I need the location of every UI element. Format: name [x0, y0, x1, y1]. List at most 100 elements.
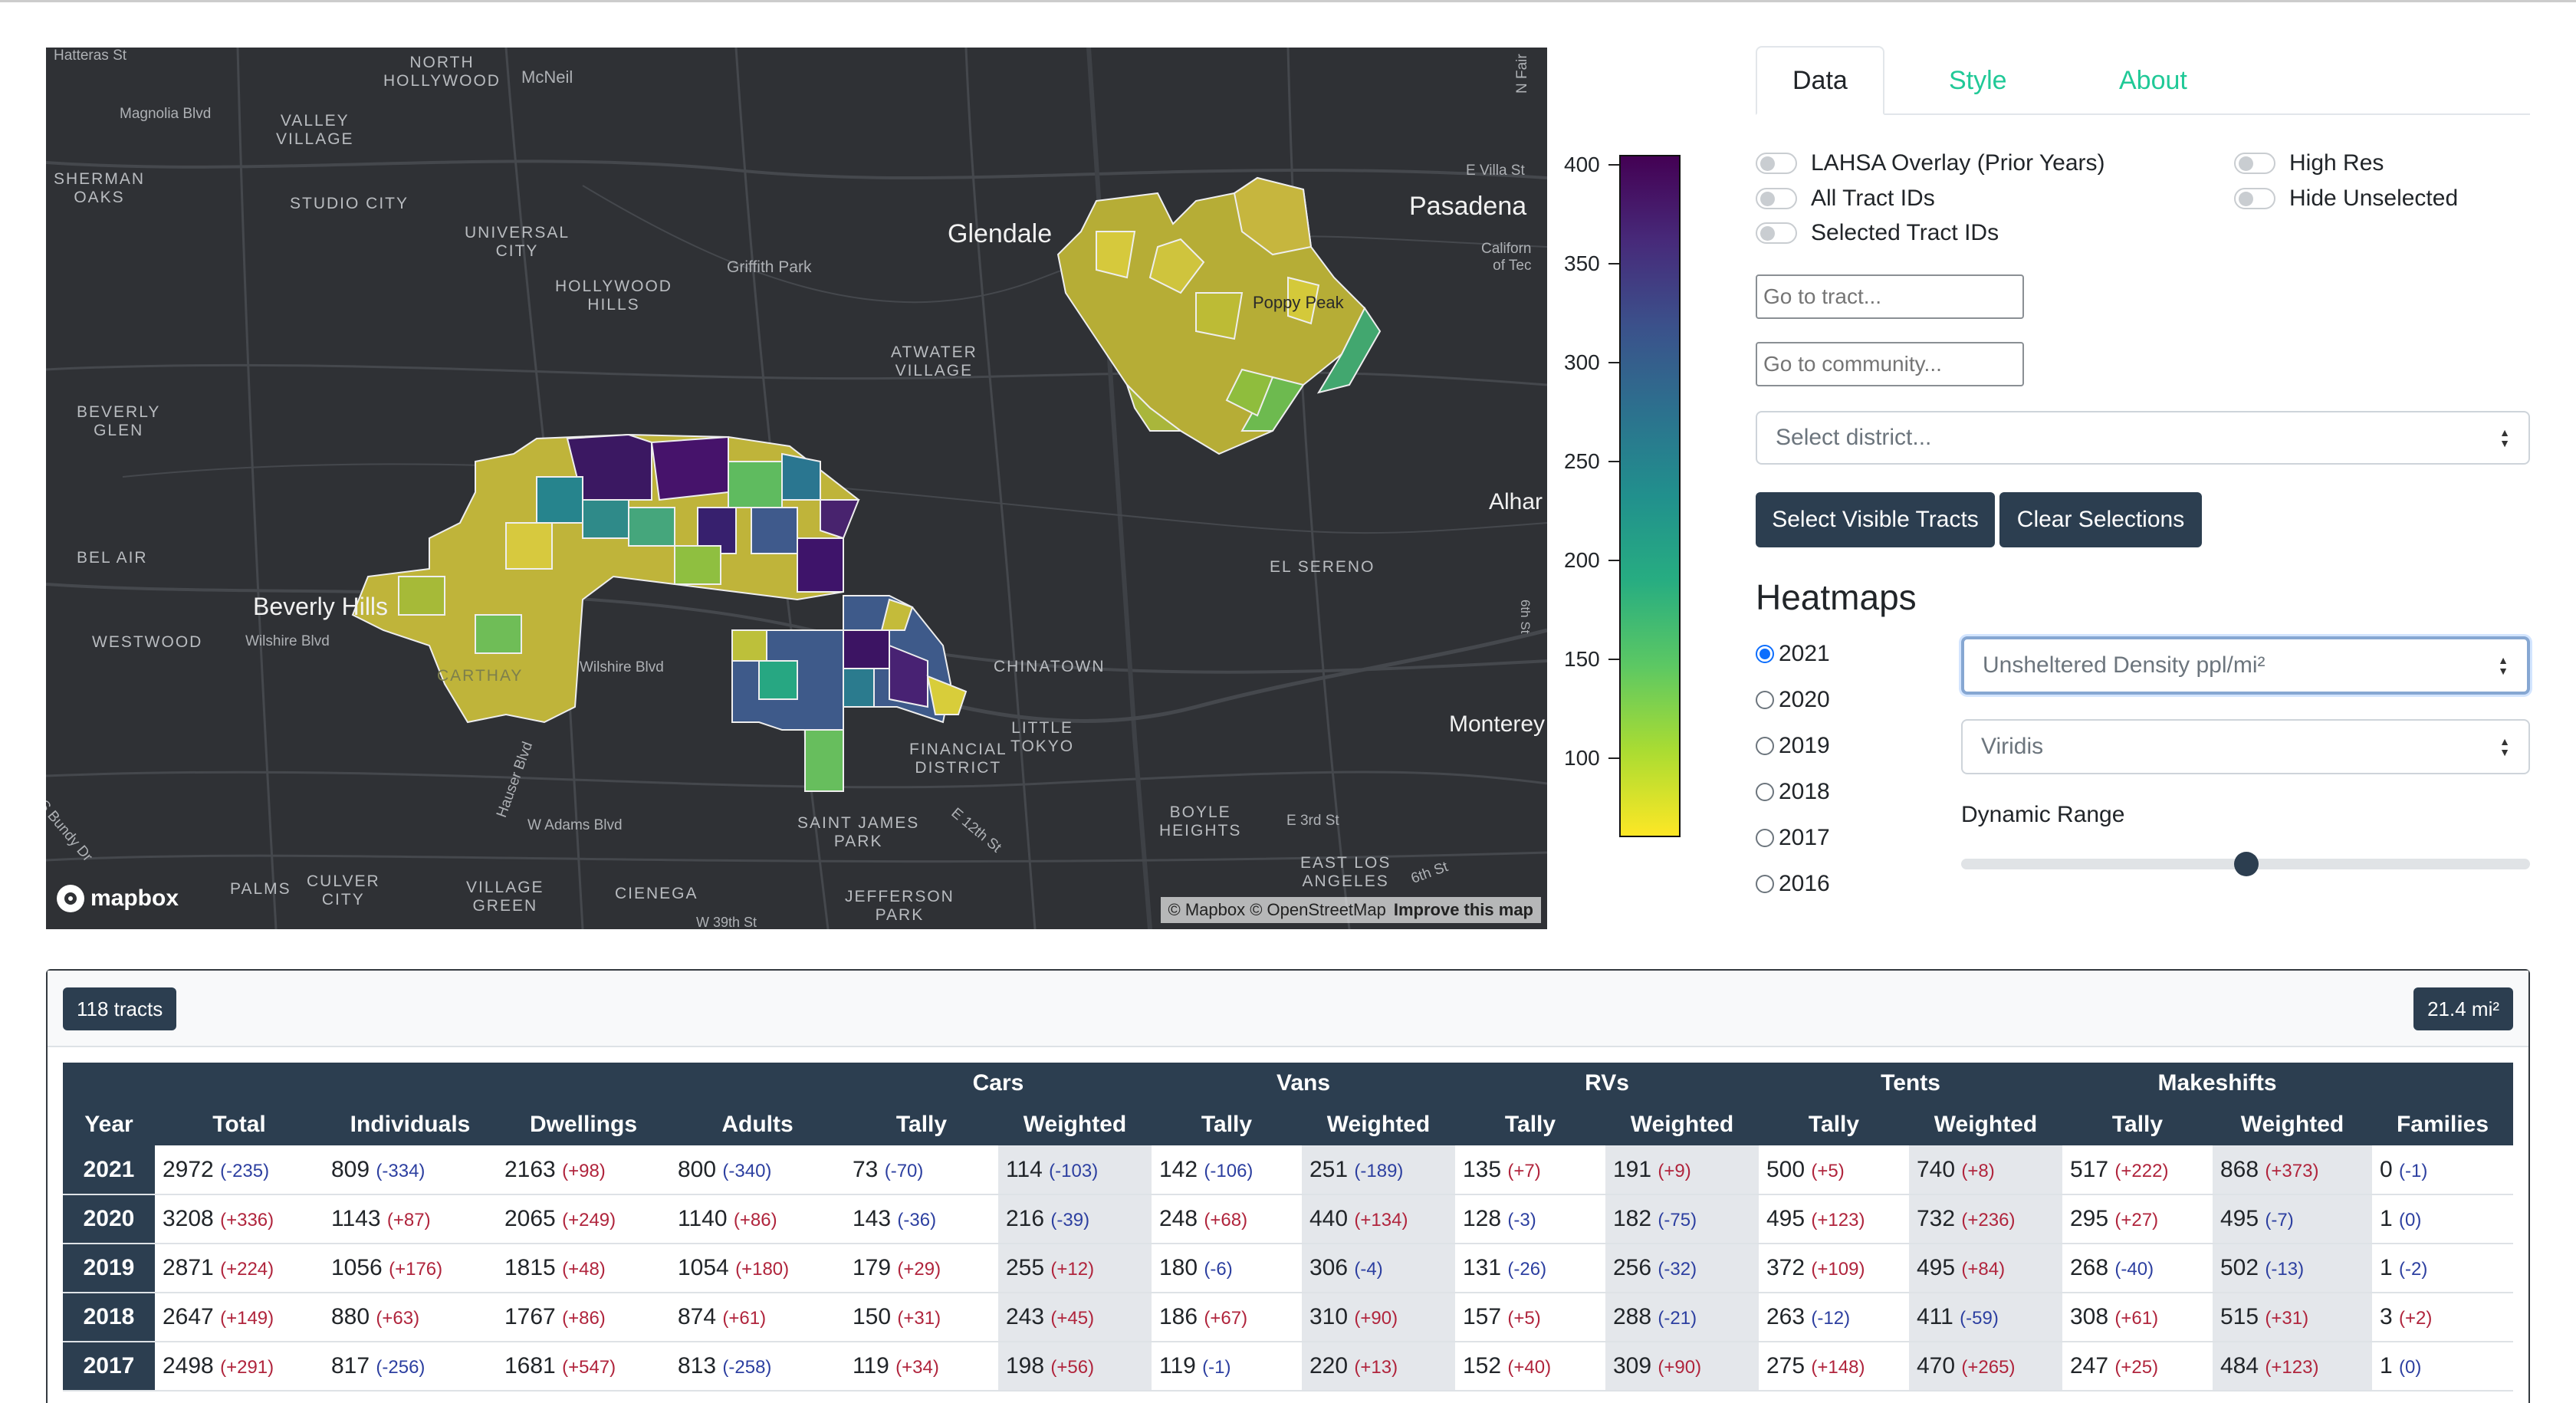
switch[interactable]: [1756, 188, 1797, 209]
column-header[interactable]: Tally: [2062, 1104, 2213, 1145]
cell-delta: (+63): [376, 1308, 420, 1329]
cell-delta: (-39): [1050, 1210, 1090, 1230]
column-header[interactable]: Year: [63, 1104, 155, 1145]
radio-year-2020[interactable]: 2020: [1756, 687, 1830, 713]
column-header[interactable]: Adults: [670, 1104, 845, 1145]
table-cell: 128 (-3): [1455, 1194, 1605, 1244]
cell-value: 157: [1463, 1304, 1502, 1329]
cell-delta: (+12): [1050, 1259, 1095, 1280]
radio-button[interactable]: [1756, 691, 1774, 709]
table-cell: 275 (+148): [1759, 1342, 1909, 1392]
improve-map-link[interactable]: Improve this map: [1393, 900, 1533, 919]
cell-delta: (-59): [1960, 1308, 1999, 1329]
cell-value: 813: [678, 1353, 717, 1378]
cell-delta: (-4): [1354, 1259, 1383, 1280]
label-n-fair: N Fair: [1514, 54, 1530, 94]
table-cell: 868 (+373): [2213, 1145, 2372, 1195]
community-search-input[interactable]: [1756, 342, 2024, 386]
table-cell: 817 (-256): [324, 1342, 497, 1392]
label-monterey: Monterey: [1449, 711, 1546, 737]
radio-year-2019[interactable]: 2019: [1756, 733, 1830, 759]
label-wilshire-w: Wilshire Blvd: [245, 633, 330, 649]
cell-delta: (-189): [1354, 1160, 1404, 1181]
heatmap-metric-select[interactable]: Unsheltered Density ppl/mi² ▲ ▼: [1961, 636, 2530, 695]
column-header[interactable]: Dwellings: [497, 1104, 670, 1145]
column-header[interactable]: Tally: [1152, 1104, 1302, 1145]
table-cell: 1054 (+180): [670, 1244, 845, 1293]
attribution-text[interactable]: © Mapbox © OpenStreetMap: [1168, 900, 1386, 919]
tract-cluster-west[interactable]: [351, 433, 860, 724]
clear-selections-button[interactable]: Clear Selections: [1999, 492, 2202, 547]
tab-about[interactable]: About: [2119, 65, 2187, 95]
table-cell: 1815 (+48): [497, 1244, 670, 1293]
label-universal-city: UNIVERSAL CITY: [465, 224, 570, 260]
radio-year-2016[interactable]: 2016: [1756, 871, 1830, 897]
table-cell: 1140 (+86): [670, 1194, 845, 1244]
column-header[interactable]: Tally: [845, 1104, 998, 1145]
slider-handle[interactable]: [2234, 852, 2259, 876]
cell-value: 2972: [163, 1156, 214, 1182]
palette-select[interactable]: Viridis ▲ ▼: [1961, 719, 2530, 774]
table-cell: 308 (+61): [2062, 1293, 2213, 1342]
table-cell: 263 (-12): [1759, 1293, 1909, 1342]
toggle-hide-unselected[interactable]: Hide Unselected: [2234, 186, 2458, 212]
tract-cluster-north[interactable]: [1056, 176, 1382, 455]
radio-button[interactable]: [1756, 645, 1774, 663]
table-cell: 2871 (+224): [155, 1244, 324, 1293]
radio-year-2017[interactable]: 2017: [1756, 825, 1830, 851]
tract-search-input[interactable]: [1756, 274, 2024, 319]
mapbox-logo[interactable]: mapbox: [57, 885, 179, 912]
cell-value: 1: [2380, 1206, 2393, 1231]
legend-tick: 350: [1564, 253, 1619, 274]
switch[interactable]: [1756, 222, 1797, 244]
cell-delta: (+222): [2114, 1160, 2169, 1181]
table-row: 2021 2972 (-235) 809 (-334) 2163 (+98) 800 (…: [63, 1145, 2513, 1195]
district-select[interactable]: Select district... ▲ ▼: [1756, 411, 2530, 465]
cell-value: 309: [1613, 1353, 1652, 1378]
toggle-selected-tract-ids[interactable]: Selected Tract IDs: [1756, 220, 1999, 246]
group-header-rvs: RVs: [1455, 1063, 1759, 1104]
switch[interactable]: [2234, 153, 2275, 174]
radio-button[interactable]: [1756, 875, 1774, 893]
select-visible-tracts-button[interactable]: Select Visible Tracts: [1756, 492, 1995, 547]
column-header[interactable]: Weighted: [1605, 1104, 1759, 1145]
map-canvas[interactable]: [46, 48, 1547, 929]
radio-year-2021[interactable]: 2021: [1756, 641, 1830, 667]
column-header[interactable]: Weighted: [1302, 1104, 1455, 1145]
tab-data[interactable]: Data: [1756, 46, 1884, 115]
column-header[interactable]: Individuals: [324, 1104, 497, 1145]
column-header[interactable]: Total: [155, 1104, 324, 1145]
map-view[interactable]: Hatteras St NORTH HOLLYWOOD McNeil Magno…: [46, 48, 1547, 929]
column-header[interactable]: Tally: [1759, 1104, 1909, 1145]
radio-year-2018[interactable]: 2018: [1756, 779, 1830, 805]
cell-value: 268: [2070, 1255, 2109, 1280]
dynamic-range-slider[interactable]: [1961, 852, 2530, 876]
cell-value: 186: [1159, 1304, 1198, 1329]
switch[interactable]: [1756, 153, 1797, 174]
radio-button[interactable]: [1756, 783, 1774, 801]
toggle-high-res[interactable]: High Res: [2234, 150, 2384, 176]
toggle-lahsa-overlay[interactable]: LAHSA Overlay (Prior Years): [1756, 150, 2104, 176]
radio-button[interactable]: [1756, 829, 1774, 847]
tab-style[interactable]: Style: [1949, 65, 2007, 95]
table-cell: 1 (-2): [2372, 1244, 2513, 1293]
toggle-all-tract-ids[interactable]: All Tract IDs: [1756, 186, 1935, 212]
table-cell: 179 (+29): [845, 1244, 998, 1293]
cell-delta: (+336): [220, 1210, 274, 1230]
cell-delta: (+61): [722, 1308, 767, 1329]
legend-tick: 150: [1564, 649, 1619, 670]
column-header[interactable]: Weighted: [1909, 1104, 2062, 1145]
column-header[interactable]: Families: [2372, 1104, 2513, 1145]
cell-delta: (-21): [1658, 1308, 1697, 1329]
tract-cluster-central[interactable]: [731, 595, 968, 792]
column-header[interactable]: Weighted: [2213, 1104, 2372, 1145]
switch[interactable]: [2234, 188, 2275, 209]
table-cell: 502 (-13): [2213, 1244, 2372, 1293]
cell-value: 495: [1917, 1255, 1956, 1280]
radio-button[interactable]: [1756, 737, 1774, 755]
cell-value: 495: [2220, 1206, 2259, 1231]
column-header[interactable]: Weighted: [998, 1104, 1152, 1145]
column-header[interactable]: Tally: [1455, 1104, 1605, 1145]
cell-value: 868: [2220, 1156, 2259, 1182]
cell-value: 308: [2070, 1304, 2109, 1329]
